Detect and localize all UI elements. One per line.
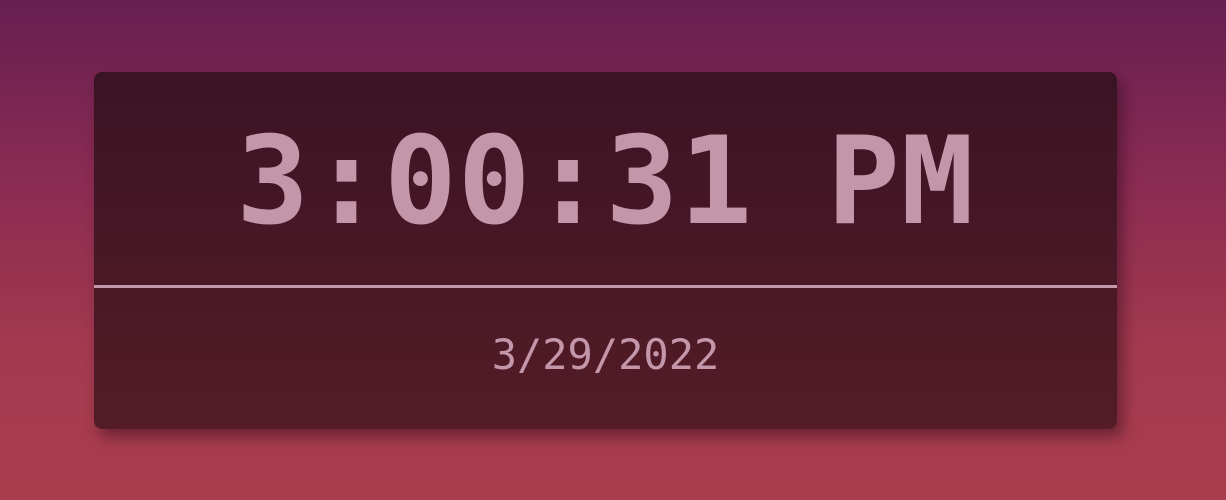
divider [94,285,1117,288]
time-display: 3:00:31 PM [94,72,1117,286]
clock-widget: 3:00:31 PM 3/29/2022 [94,72,1117,429]
time-text: 3:00:31 PM [236,110,975,252]
date-display: 3/29/2022 [94,288,1117,429]
date-text: 3/29/2022 [491,329,720,379]
